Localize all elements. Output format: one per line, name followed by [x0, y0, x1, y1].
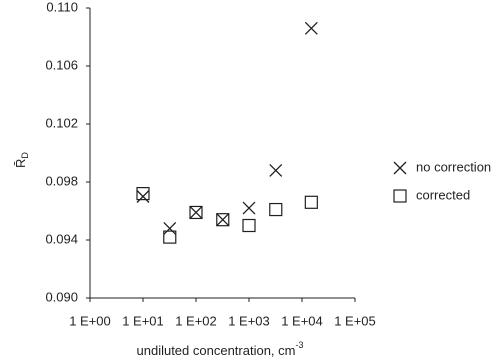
- point: [136, 190, 150, 203]
- y-tick-label: 0.094: [45, 231, 78, 246]
- point: [269, 163, 283, 177]
- y-tick-label: 0.102: [45, 115, 78, 130]
- x-tick-label: 1 E+03: [228, 313, 270, 328]
- point: [304, 195, 318, 209]
- point: [242, 201, 256, 215]
- point: [163, 230, 177, 244]
- point: [136, 187, 150, 201]
- point: [189, 205, 203, 219]
- point: [304, 21, 318, 35]
- legend-label: no correction: [416, 159, 491, 174]
- point: [216, 213, 230, 227]
- y-tick-label: 0.098: [45, 173, 78, 188]
- y-tick-label: 0.106: [45, 57, 78, 72]
- x-tick-label: 1 E+05: [334, 313, 376, 328]
- point: [242, 218, 256, 233]
- legend-marker: [393, 189, 407, 203]
- x-axis-title: undiluted concentration, cm-3: [137, 340, 304, 358]
- y-axis-title: R̄D: [13, 152, 30, 168]
- point: [163, 221, 177, 235]
- point: [216, 213, 230, 227]
- x-tick-label: 1 E+02: [175, 313, 217, 328]
- legend-marker: [393, 161, 407, 175]
- point: [269, 202, 283, 217]
- x-tick-label: 1 E+00: [69, 313, 111, 328]
- y-tick-label: 0.090: [45, 289, 78, 304]
- x-tick-label: 1 E+04: [281, 313, 323, 328]
- y-tick-label: 0.110: [46, 0, 78, 14]
- point: [189, 205, 203, 220]
- x-tick-label: 1 E+01: [122, 313, 164, 328]
- legend-label: corrected: [416, 187, 470, 202]
